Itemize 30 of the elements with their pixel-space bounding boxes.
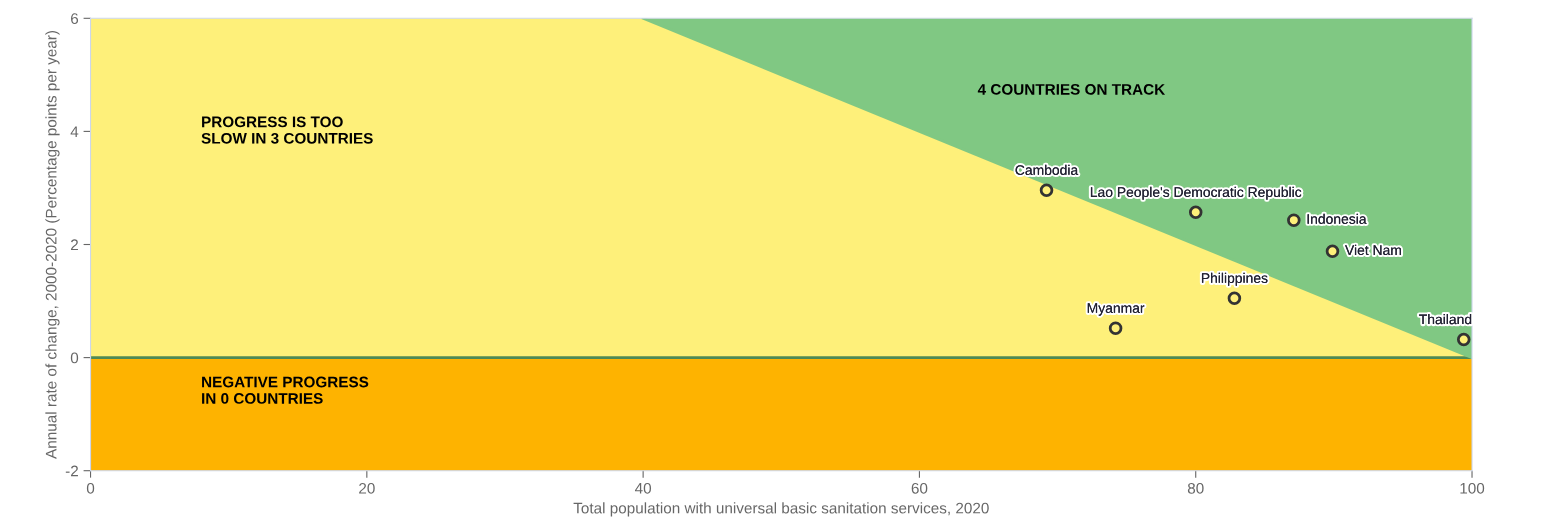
point bbox=[1456, 332, 1471, 347]
y-tick-label: 4 bbox=[70, 126, 79, 137]
data-label: Lao People's Democratic Republic bbox=[1090, 186, 1302, 200]
y-axis-title: Annual rate of change, 2000-2020 (Percentage points per year) bbox=[45, 30, 60, 459]
data-label: Viet Nam bbox=[1345, 244, 1401, 256]
data-label: Philippines bbox=[1201, 272, 1268, 286]
y-tick-label: 0 bbox=[70, 352, 79, 364]
x-tick-label: 60 bbox=[911, 482, 928, 494]
x-tick-label: 20 bbox=[359, 482, 375, 494]
x-axis-title: Total population with universal basic sanitation services, 2020 bbox=[573, 502, 989, 517]
x-tick-label: 0 bbox=[86, 482, 95, 494]
data-label: Indonesia bbox=[1307, 213, 1367, 224]
point bbox=[1108, 321, 1123, 335]
x-tick-label: 40 bbox=[634, 482, 652, 494]
band-label: PROGRESS IS TOO SLOW IN 3 COUNTRIES bbox=[201, 116, 373, 144]
data-label: Cambodia bbox=[1015, 164, 1079, 175]
data-label: Myanmar bbox=[1087, 303, 1145, 316]
y-tick-label: -2 bbox=[65, 465, 78, 477]
annotation: 4 COUNTRIES ON TRACK bbox=[977, 83, 1166, 95]
point bbox=[1325, 244, 1340, 259]
point bbox=[1287, 213, 1301, 227]
x-tick-label: 100 bbox=[1460, 482, 1485, 494]
data-label: Thailand bbox=[1419, 314, 1472, 325]
point bbox=[1188, 205, 1203, 220]
y-tick-label: 6 bbox=[71, 13, 79, 24]
point bbox=[1039, 183, 1054, 197]
x-tick-label: 80 bbox=[1187, 482, 1204, 494]
band-label: NEGATIVE PROGRESS IN 0 COUNTRIES bbox=[202, 376, 369, 404]
y-tick-label: 2 bbox=[71, 239, 78, 251]
point bbox=[1227, 291, 1242, 305]
